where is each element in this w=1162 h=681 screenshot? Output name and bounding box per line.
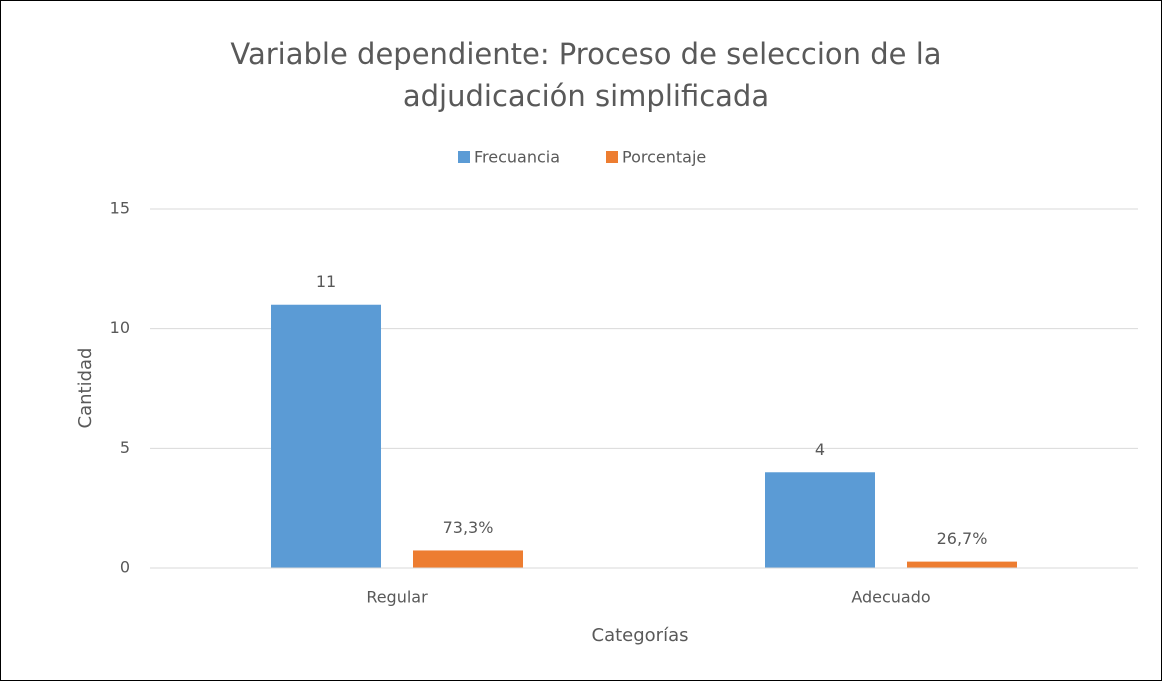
data-label: 26,7% [937,529,988,548]
data-label: 4 [815,440,825,459]
legend-label: Porcentaje [622,148,706,167]
data-label: 73,3% [443,518,494,537]
bar [271,304,381,568]
bar [907,561,1017,568]
y-tick-label: 5 [120,438,130,457]
legend-swatch [606,151,618,163]
legend-label: Frecuancia [474,148,560,167]
chart-title: Variable dependiente: Proceso de selecci… [230,37,941,71]
bar [765,472,875,568]
data-label: 11 [316,272,336,291]
y-tick-label: 0 [120,558,130,577]
legend-swatch [458,151,470,163]
x-axis-title: Categorías [592,625,689,646]
y-tick-label: 10 [110,318,130,337]
bar [413,550,523,568]
y-axis-title: Cantidad [75,348,96,429]
y-tick-label: 15 [110,199,130,218]
x-tick-label: Adecuado [851,588,930,607]
x-tick-label: Regular [366,588,428,607]
chart-title: adjudicación simplificada [403,79,769,113]
